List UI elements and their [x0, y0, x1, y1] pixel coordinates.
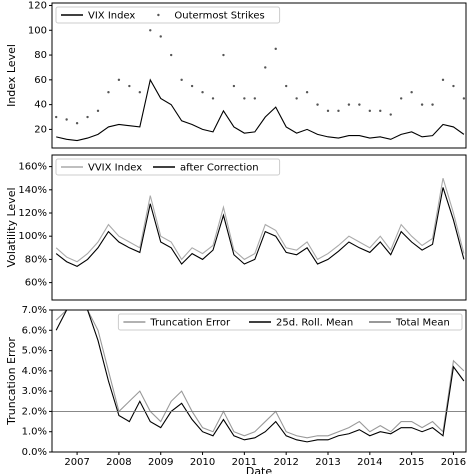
y-tick-label: 2.0%: [22, 406, 47, 417]
strike-point: [284, 84, 288, 88]
strike-point: [128, 84, 131, 88]
strike-point: [462, 97, 466, 100]
strike-point: [305, 91, 309, 94]
strike-point: [337, 109, 340, 113]
y-axis-label: Index Level: [5, 44, 18, 107]
y-tick-label: 60%: [25, 278, 47, 289]
legend-label: VVIX Index: [88, 163, 142, 174]
y-tick-label: 5.0%: [22, 346, 47, 357]
x-tick-label: 2007: [64, 457, 89, 468]
y-tick-label: 20: [34, 124, 47, 135]
series-line: [55, 310, 465, 443]
strike-point: [389, 113, 392, 116]
series-line: [55, 310, 465, 439]
strike-point: [211, 97, 215, 100]
x-tick-label: 2015: [399, 457, 424, 468]
y-tick-label: 100%: [18, 231, 47, 242]
y-tick-label: 100: [28, 25, 47, 36]
legend-label: Total Mean: [395, 318, 450, 329]
strike-point: [222, 53, 225, 57]
strike-point: [253, 97, 257, 100]
strike-point: [274, 47, 277, 51]
x-tick-label: 2008: [106, 457, 131, 468]
series-line: [55, 187, 465, 267]
y-tick-label: 140%: [18, 185, 47, 196]
legend-label: Outermost Strikes: [174, 11, 264, 22]
legend-label: 25d. Roll. Mean: [276, 318, 353, 329]
y-tick-label: 7.0%: [22, 305, 47, 316]
x-tick-label: 2010: [190, 457, 215, 468]
y-tick-label: 40: [34, 100, 47, 111]
y-tick-label: 120%: [18, 208, 47, 219]
strike-point: [295, 97, 298, 100]
strike-point: [232, 84, 236, 88]
y-tick-label: 0.0%: [22, 447, 47, 458]
strike-point: [117, 78, 121, 82]
strike-point: [65, 118, 68, 121]
y-tick-label: 120: [28, 0, 47, 11]
y-tick-label: 80%: [25, 254, 47, 265]
axes-frame: [51, 309, 467, 453]
strike-point: [379, 109, 382, 113]
strike-point: [107, 91, 110, 94]
strike-point: [420, 103, 424, 106]
strike-point: [441, 78, 445, 82]
strike-point: [410, 91, 413, 94]
x-tick-label: 2014: [357, 457, 382, 468]
strike-point: [264, 66, 267, 69]
legend-box: [55, 6, 281, 24]
strike-point: [190, 84, 194, 88]
strike-point: [169, 53, 173, 57]
series-line: [55, 178, 465, 263]
strike-point: [201, 91, 204, 94]
legend-label: VIX Index: [88, 11, 135, 22]
y-tick-label: 160%: [18, 162, 47, 173]
legend-label: after Correction: [180, 163, 259, 174]
strike-point: [138, 91, 142, 94]
strike-point: [452, 84, 455, 88]
y-tick-label: 6.0%: [22, 325, 47, 336]
strike-point: [358, 103, 361, 106]
strike-point: [54, 115, 58, 119]
strike-point: [347, 103, 351, 106]
y-tick-label: 80: [34, 50, 47, 61]
x-tick-label: 2012: [273, 457, 298, 468]
legend-box: [117, 313, 463, 331]
strike-point: [243, 97, 246, 100]
y-tick-label: 60: [34, 75, 47, 86]
strike-point: [180, 78, 183, 82]
strike-point: [96, 109, 100, 113]
x-tick-label: 2016: [441, 457, 466, 468]
strike-point: [75, 122, 79, 125]
strike-point: [368, 109, 372, 113]
legend-swatch: [157, 13, 160, 17]
series-line: [56, 78, 465, 142]
strike-point: [159, 35, 162, 38]
plot-area: [55, 178, 465, 267]
plot-area: [54, 29, 466, 142]
y-tick-label: 3.0%: [22, 386, 47, 397]
axes-frame: [51, 2, 467, 149]
legend-label: Truncation Error: [149, 318, 231, 329]
y-axis-label: Volatility Level: [5, 187, 18, 267]
x-tick-label: 2009: [148, 457, 173, 468]
strike-point: [316, 103, 319, 106]
strike-point: [326, 109, 330, 113]
x-tick-label: 2011: [232, 457, 257, 468]
strike-point: [431, 103, 434, 106]
y-axis-label: Truncation Error: [5, 337, 18, 426]
x-tick-label: 2013: [315, 457, 340, 468]
strike-point: [399, 97, 403, 100]
x-axis-label: Date: [246, 465, 273, 474]
y-tick-label: 4.0%: [22, 366, 47, 377]
plot-area: [52, 310, 466, 443]
strike-point: [149, 29, 152, 32]
y-tick-label: 1.0%: [22, 427, 47, 438]
axes-frame: [51, 154, 467, 301]
strike-point: [86, 115, 89, 119]
